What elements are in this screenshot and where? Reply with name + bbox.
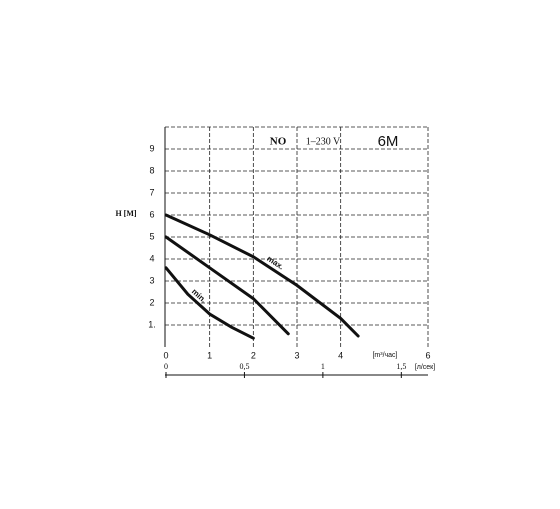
curve-label: max.: [265, 254, 285, 272]
x2-tick-label: 0: [164, 362, 168, 371]
header-right: 6M: [378, 133, 399, 150]
x-tick-label: 1: [207, 350, 212, 360]
curve: [164, 213, 360, 338]
x-tick-label: 3: [294, 350, 299, 360]
x-tick-label: 0: [163, 350, 168, 360]
x2-tick-label: 1: [321, 362, 325, 371]
curve: [164, 235, 290, 336]
x-tick-label: 6: [425, 350, 430, 360]
x2-tick-label: 0,5: [239, 362, 249, 371]
y-tick-label: 7: [149, 187, 154, 197]
curve-label: min.: [190, 287, 208, 305]
y-tick-label: 6: [149, 209, 154, 219]
x-tick-label: 4: [338, 350, 343, 360]
x-axis-label: [m³/час]: [372, 352, 397, 359]
y-tick-label: 2: [149, 297, 154, 307]
y-axis-label: H [M]: [115, 209, 136, 218]
x2-tick-label: 1,5: [396, 362, 406, 371]
curve: [164, 266, 255, 340]
x-tick-label: 2: [251, 350, 256, 360]
y-tick-label: 4: [149, 253, 154, 263]
header-middle: 1–230 V: [306, 136, 341, 147]
y-tick-label: 5: [149, 231, 154, 241]
y-tick-label: 1.: [148, 319, 156, 329]
x2-axis-label: [л/сек]: [415, 364, 435, 371]
y-tick-label: 9: [149, 143, 154, 153]
y-tick-label: 3: [149, 275, 154, 285]
header-left: NO: [270, 136, 287, 148]
y-tick-label: 8: [149, 165, 154, 175]
